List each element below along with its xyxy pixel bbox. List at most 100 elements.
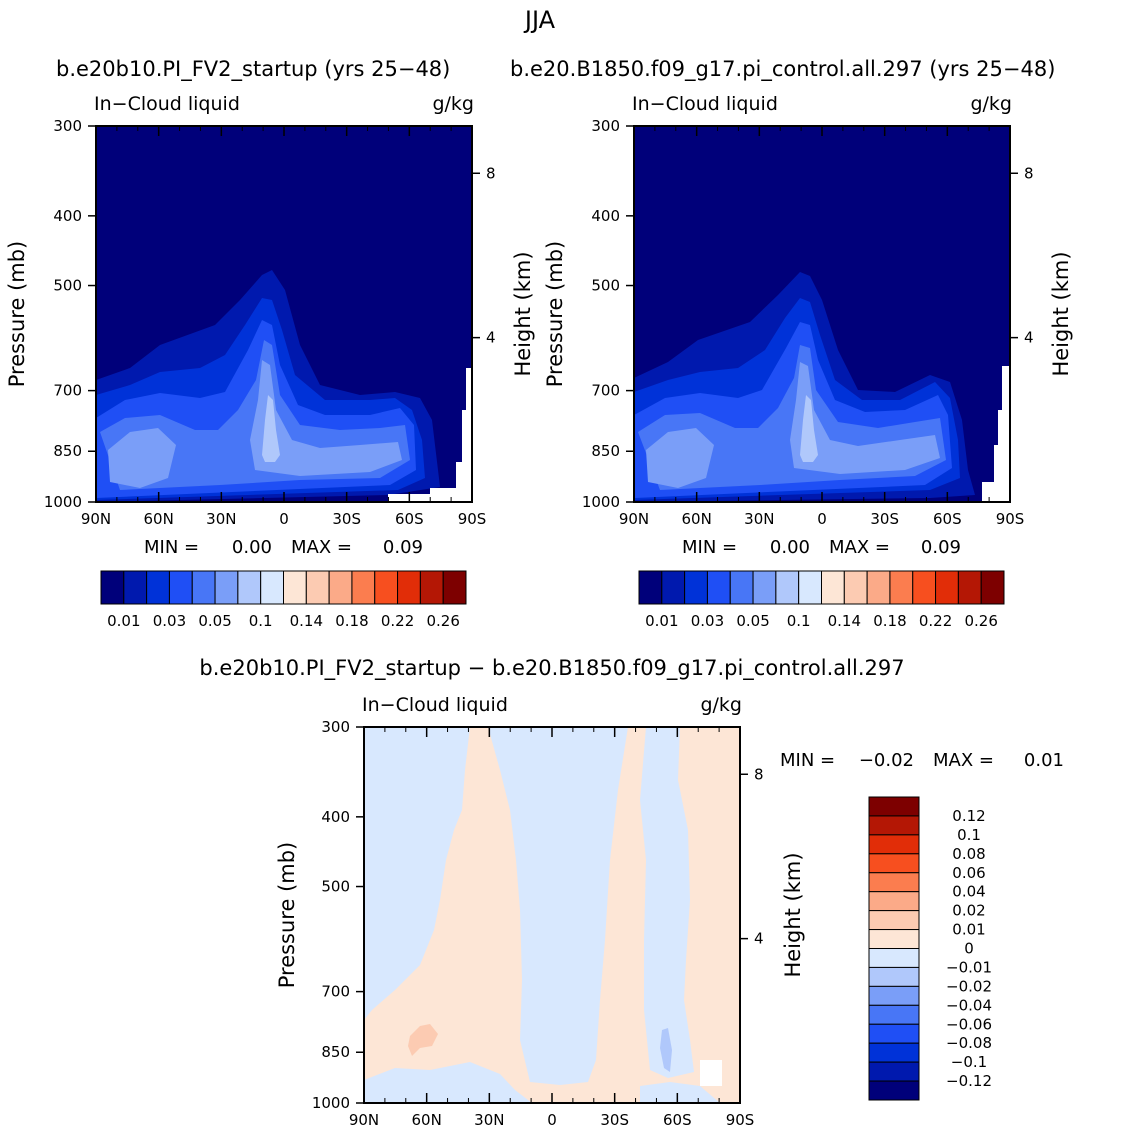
colorbar-box [706, 570, 731, 605]
y-right-tick-label: 4 [1024, 329, 1034, 347]
y-right-tick-label: 8 [1024, 164, 1034, 182]
colorbar-label: −0.01 [946, 958, 992, 976]
colorbar-box [821, 570, 845, 605]
panel-right-min-label: MIN = [682, 537, 737, 558]
panel-left-max-value: 0.09 [383, 537, 423, 558]
panel-right-variable: In−Cloud liquid [632, 93, 778, 115]
colorbar-box [980, 570, 1005, 605]
x-tick-label: 90N [81, 510, 111, 528]
y-right-tick-label: 4 [486, 329, 496, 347]
colorbar-box [866, 570, 891, 605]
y-right-tick-label: 4 [754, 930, 764, 948]
colorbar-box [868, 853, 920, 874]
contour-level-6 [646, 362, 940, 488]
colorbar-box [305, 570, 330, 605]
y-tick-label: 1000 [582, 493, 620, 511]
contour-level-7 [262, 395, 280, 462]
x-tick-label: 0 [547, 1111, 557, 1129]
panel-left-min-label: MIN = [144, 537, 199, 558]
x-tick-label: 60N [682, 510, 712, 528]
panel-left-contours [96, 126, 472, 502]
panel-diff-units: g/kg [700, 694, 742, 716]
colorbar-label: 0.12 [952, 807, 985, 825]
panel-left-ylabel-right: Height (km) [511, 251, 535, 376]
panel-diff: b.e20b10.PI_FV2_startup − b.e20.B1850.f0… [199, 656, 1064, 1129]
x-tick-label: 0 [279, 510, 289, 528]
x-tick-label: 30S [332, 510, 361, 528]
colorbar-box [100, 570, 125, 605]
colorbar-label: 0.01 [107, 612, 140, 630]
panel-left-min-value: 0.00 [232, 537, 272, 558]
panel-right-max-value: 0.09 [921, 537, 961, 558]
y-tick-label: 850 [321, 1043, 350, 1061]
colorbar-label: 0.03 [691, 612, 724, 630]
colorbar-label: 0.1 [787, 612, 811, 630]
x-tick-label: 90S [726, 1111, 755, 1129]
colorbar-label: −0.06 [946, 1015, 992, 1033]
colorbar-box [661, 570, 686, 605]
colorbar-label: 0.22 [381, 612, 414, 630]
x-tick-label: 30N [474, 1111, 504, 1129]
y-tick-label: 500 [591, 277, 620, 295]
x-tick-label: 90S [458, 510, 487, 528]
y-tick-label: 1000 [312, 1094, 350, 1112]
x-tick-label: 30N [744, 510, 774, 528]
colorbar-box [868, 948, 920, 968]
panel-diff-ylabel-right: Height (km) [781, 852, 805, 977]
y-tick-label: 300 [53, 117, 82, 135]
colorbar-box [889, 570, 914, 605]
contour-negative-small-bottom-left [364, 1062, 532, 1103]
colorbar-box [328, 570, 353, 605]
y-tick-label: 700 [591, 382, 620, 400]
panel-left-ylabel: Pressure (mb) [5, 241, 29, 388]
x-tick-label: 60S [663, 1111, 692, 1129]
panel-diff-max-label: MAX = [933, 750, 994, 771]
colorbar-label: 0 [964, 940, 974, 958]
colorbar-label: 0.22 [919, 612, 952, 630]
colorbar-box [912, 570, 937, 605]
colorbar-box [397, 570, 421, 605]
contour-negative-small-center [488, 727, 628, 1085]
x-tick-label: 90N [349, 1111, 379, 1129]
colorbar-box [168, 570, 193, 605]
colorbar-label: 0.1 [957, 826, 981, 844]
panel-left-max-label: MAX = [291, 537, 352, 558]
colorbar-label: 0.02 [952, 902, 985, 920]
colorbar-box [752, 570, 777, 605]
panel-diff-colorbar: 0.120.10.080.060.040.020.010−0.01−0.02−0… [868, 796, 992, 1101]
missing-data [700, 1060, 722, 1086]
colorbar-box [191, 570, 216, 605]
y-tick-label: 850 [53, 442, 82, 460]
y-tick-label: 500 [321, 878, 350, 896]
colorbar-label: 0.18 [873, 612, 906, 630]
colorbar-label: 0.03 [153, 612, 186, 630]
colorbar-label: 0.1 [249, 612, 273, 630]
panel-right-ylabel-right: Height (km) [1049, 251, 1073, 376]
contour-negative-small-left [364, 727, 470, 1020]
colorbar-box [868, 1080, 920, 1101]
colorbar-box [868, 796, 920, 817]
panel-left-variable: In−Cloud liquid [94, 93, 240, 115]
contour-negative-medium [660, 1028, 672, 1072]
colorbar-label: 0.14 [828, 612, 861, 630]
contour-negative-small-right [640, 727, 694, 1078]
colorbar-box [419, 570, 444, 605]
y-tick-label: 500 [53, 277, 82, 295]
y-tick-label: 400 [591, 207, 620, 225]
panel-diff-max-value: 0.01 [1024, 750, 1064, 771]
colorbar-box [868, 966, 920, 987]
y-tick-label: 850 [591, 442, 620, 460]
panel-diff-min-label: MIN = [780, 750, 835, 771]
contour-positive-medium [408, 1024, 438, 1056]
y-tick-label: 400 [53, 207, 82, 225]
colorbar-label: −0.1 [951, 1053, 987, 1071]
colorbar-box [843, 570, 868, 605]
colorbar-box [868, 910, 920, 931]
colorbar-box [868, 815, 920, 836]
colorbar-box [123, 570, 148, 605]
y-right-tick-label: 8 [486, 164, 496, 182]
colorbar-label: 0.04 [952, 883, 985, 901]
panel-diff-axes: 90N 60N 30N 0 30S 60S 90S 300 400 500 700 850 1000 8 4 [312, 718, 764, 1129]
colorbar-box [868, 1042, 920, 1063]
